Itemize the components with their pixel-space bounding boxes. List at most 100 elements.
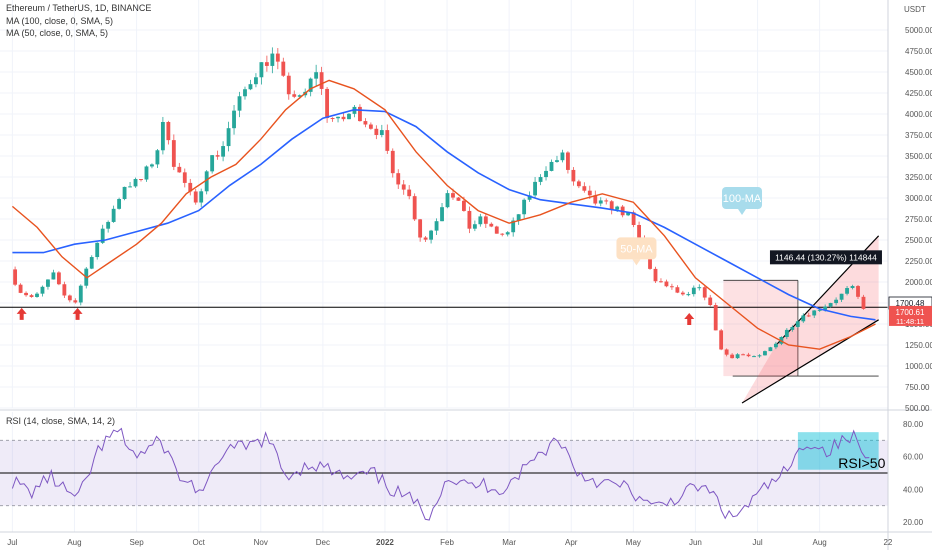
candle-body: [369, 125, 373, 129]
candle-body: [281, 62, 285, 76]
candle-body: [533, 182, 537, 195]
price-tick-label: 3000.00: [905, 194, 932, 203]
price-tick-label: 750.00: [905, 383, 930, 392]
candle-body: [106, 222, 110, 229]
candle-body: [451, 193, 455, 197]
price-tick-label: 4750.00: [905, 47, 932, 56]
candle-body: [24, 293, 28, 295]
candle-body: [599, 200, 603, 203]
rsi-tick-label: 20.00: [903, 518, 924, 527]
candle-body: [19, 285, 23, 293]
time-tick-label: Mar: [502, 538, 516, 547]
candle-body: [467, 211, 471, 229]
candle-body: [79, 286, 83, 303]
candle-body: [659, 281, 663, 282]
candle-body: [391, 151, 395, 173]
candle-body: [232, 111, 236, 129]
candle-body: [522, 200, 526, 214]
time-tick-label: May: [626, 538, 641, 547]
candle-body: [774, 344, 778, 348]
candle-body: [254, 77, 258, 84]
candle-body: [374, 129, 378, 135]
candle-body: [801, 315, 805, 321]
candle-body: [582, 186, 586, 190]
candle-body: [46, 279, 50, 286]
candle-body: [407, 190, 411, 197]
candle-body: [500, 234, 504, 235]
candle-body: [730, 355, 734, 358]
candle-body: [347, 114, 351, 119]
candle-body: [856, 286, 860, 297]
candle-body: [35, 294, 39, 297]
candle-body: [506, 232, 510, 234]
candle-body: [161, 122, 165, 150]
price-tick-label: 2500.00: [905, 236, 932, 245]
time-tick-label: Sep: [129, 538, 144, 547]
candle-body: [221, 146, 225, 157]
candle-body: [807, 315, 811, 316]
candle-body: [462, 201, 466, 211]
candle-body: [747, 355, 751, 357]
candle-body: [725, 349, 729, 354]
candle-body: [363, 121, 367, 124]
time-tick-label: Dec: [316, 538, 330, 547]
candle-body: [216, 155, 220, 156]
candle-body: [57, 272, 61, 284]
countdown-label: 11:48:11: [896, 317, 924, 326]
time-tick-label: Jun: [689, 538, 702, 547]
candle-body: [457, 198, 461, 201]
candle-body: [697, 287, 701, 288]
candle-body: [336, 117, 340, 118]
price-tick-label: 4250.00: [905, 89, 932, 98]
candle-body: [429, 231, 433, 240]
candle-body: [62, 284, 66, 295]
candle-body: [446, 193, 450, 207]
time-tick-label: Oct: [192, 538, 205, 547]
candle-body: [134, 179, 138, 186]
candle-body: [615, 207, 619, 210]
price-tick-label: 3500.00: [905, 152, 932, 161]
candle-body: [790, 327, 794, 330]
candle-body: [588, 191, 592, 196]
candle-body: [183, 172, 187, 183]
candle-body: [834, 300, 838, 303]
price-tick-label: 1000.00: [905, 362, 932, 371]
rsi-tick-label: 80.00: [903, 420, 924, 429]
candle-body: [90, 257, 94, 269]
candle-body: [550, 162, 554, 171]
candle-body: [670, 286, 674, 287]
candle-body: [128, 186, 132, 187]
price-tick-label: 2750.00: [905, 215, 932, 224]
candle-body: [358, 107, 362, 121]
candle-body: [199, 191, 203, 202]
candle-body: [287, 76, 291, 95]
candle-body: [675, 287, 679, 292]
candle-body: [413, 196, 417, 219]
candle-body: [249, 84, 253, 89]
price-tick-label: 2000.00: [905, 278, 932, 287]
price-tick-label: 4500.00: [905, 68, 932, 77]
rsi-tick-label: 40.00: [903, 485, 924, 494]
candle-body: [139, 179, 143, 180]
candle-body: [396, 173, 400, 184]
candle-body: [489, 224, 493, 227]
candle-body: [851, 286, 855, 288]
candle-body: [194, 191, 198, 202]
candle-body: [577, 181, 581, 186]
candle-body: [478, 216, 482, 224]
candle-body: [665, 282, 669, 287]
candle-body: [166, 122, 170, 140]
candle-body: [342, 117, 346, 119]
candle-body: [145, 166, 149, 179]
rsi-layer: RSI>50: [0, 429, 888, 521]
price-tick-label: 3750.00: [905, 131, 932, 140]
candle-body: [719, 330, 723, 349]
candle-body: [473, 224, 477, 228]
price-tick-label: 2250.00: [905, 257, 932, 266]
candle-body: [845, 288, 849, 294]
candle-body: [440, 207, 444, 221]
candle-body: [544, 171, 548, 177]
candle-body: [238, 96, 242, 110]
currency-label: USDT: [904, 5, 926, 14]
